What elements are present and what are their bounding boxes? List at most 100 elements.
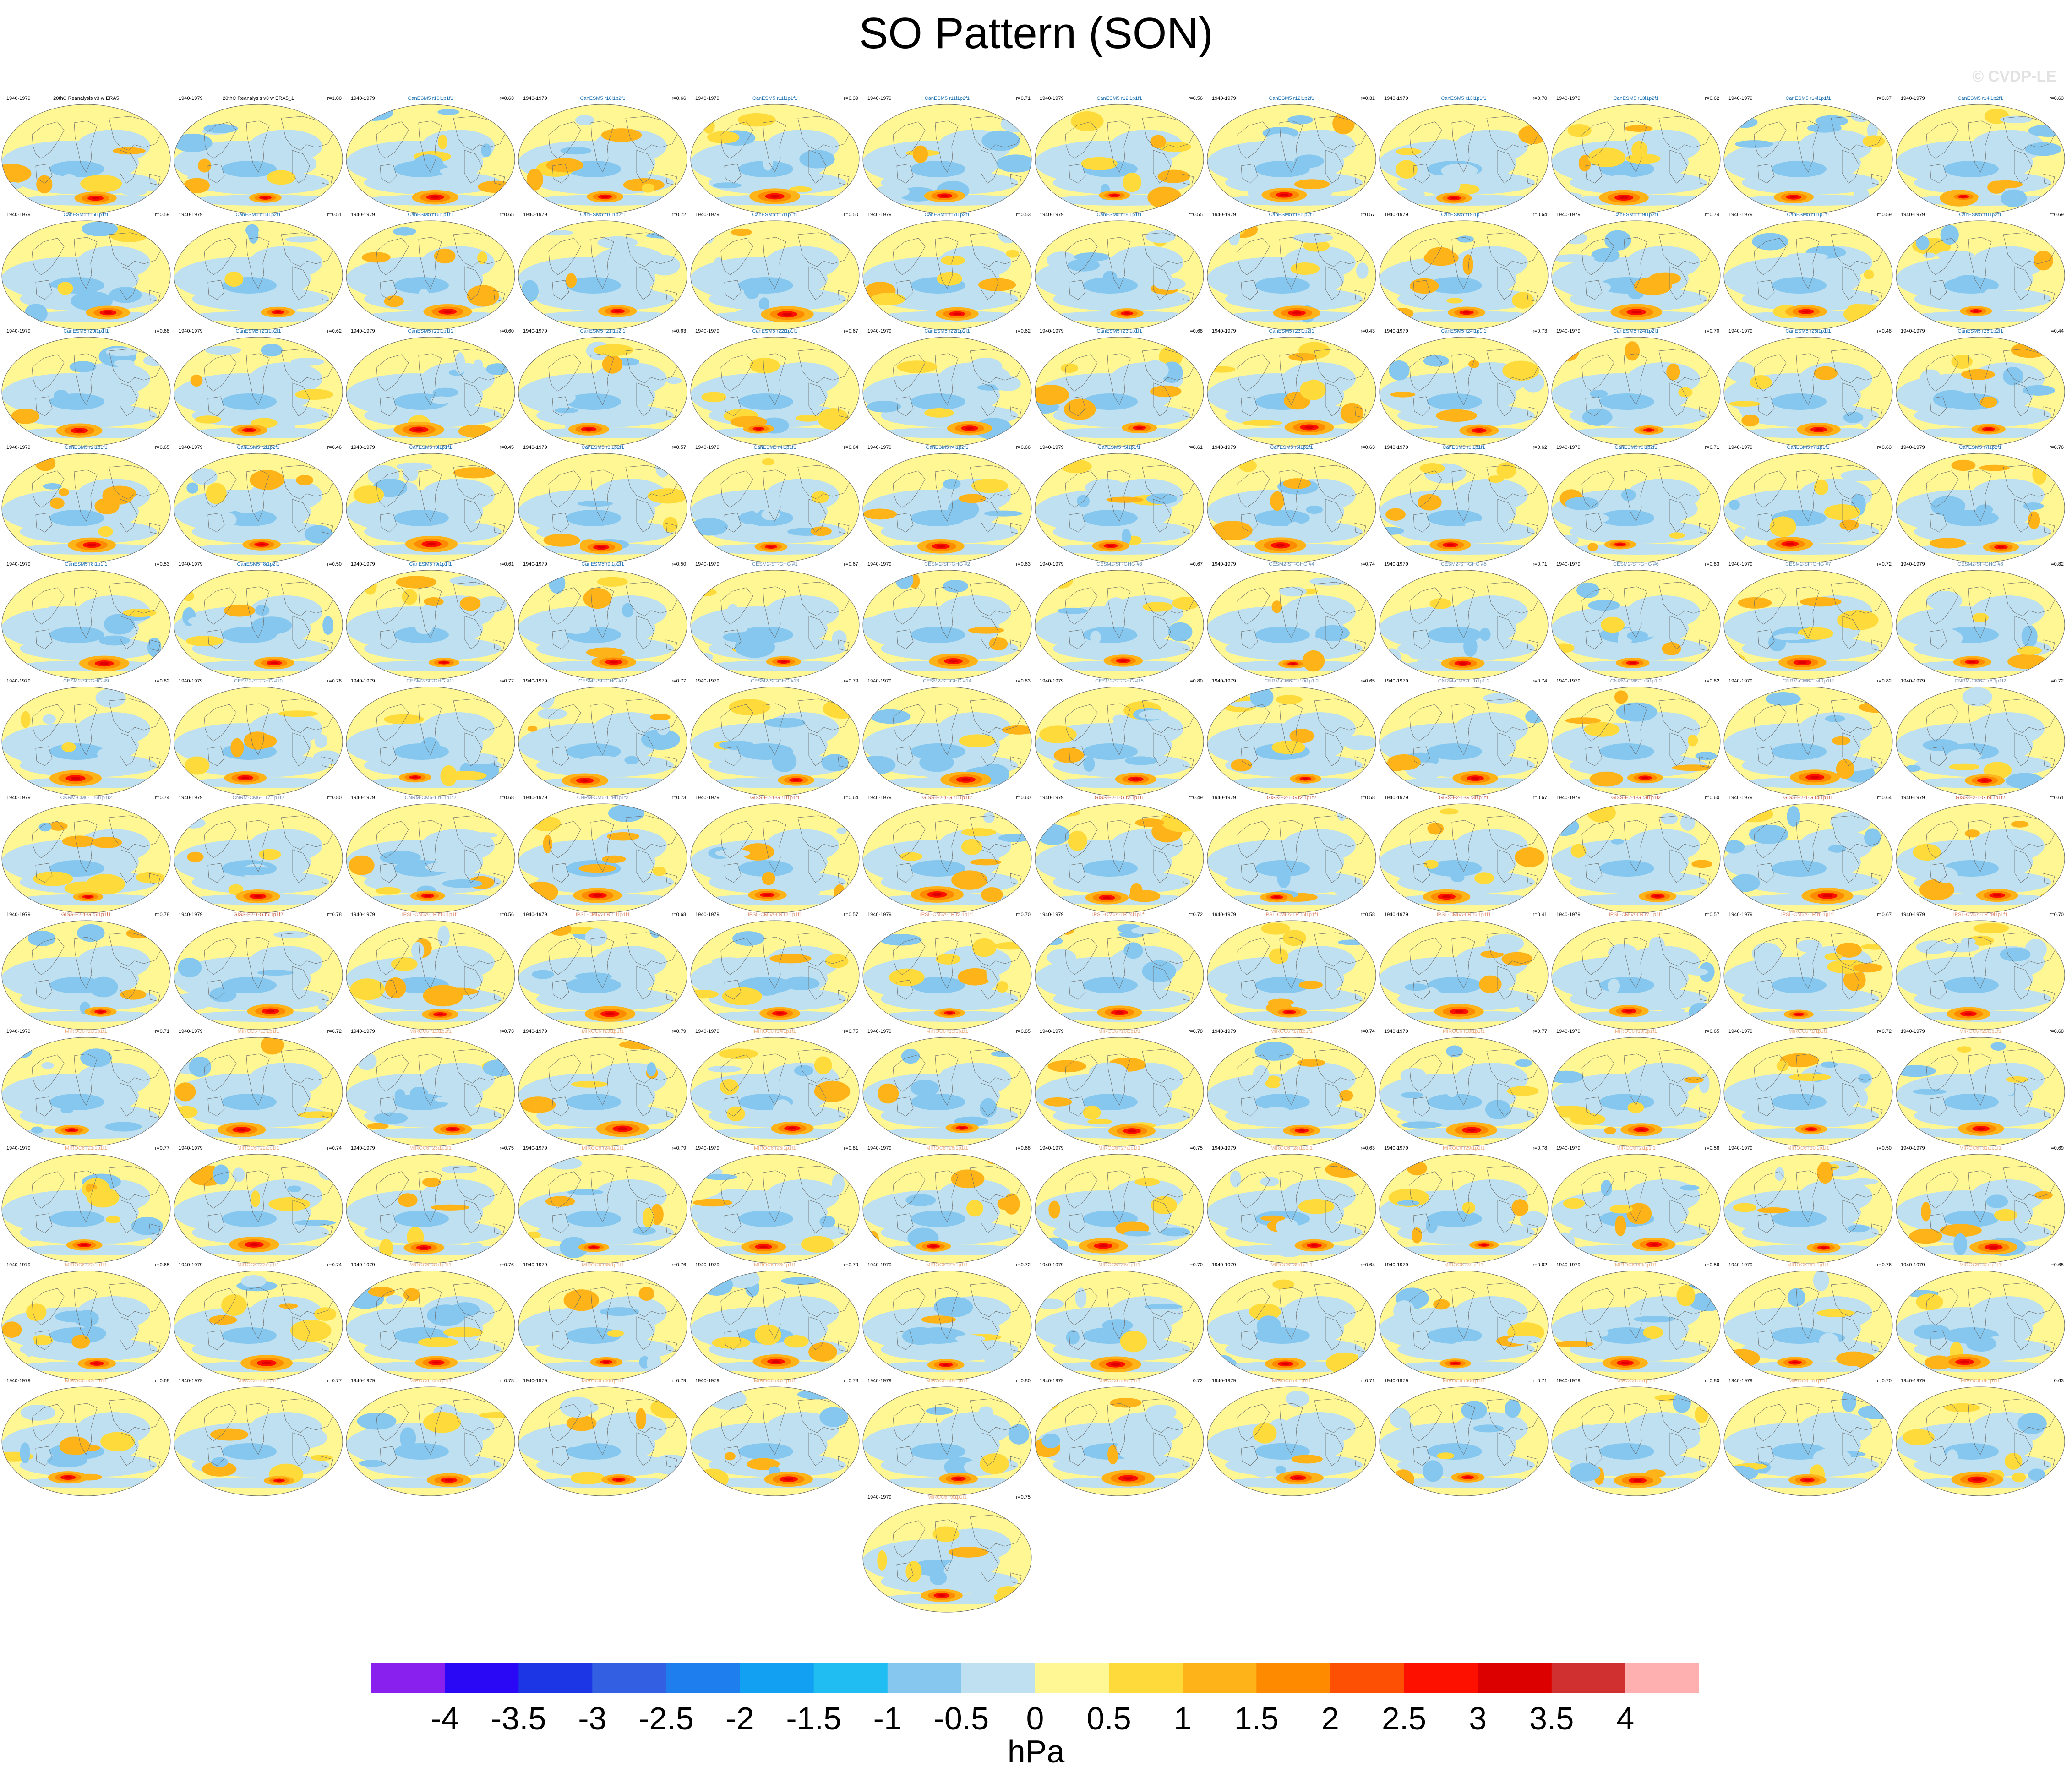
panel-title: CanESM5 r11i1p2f1 bbox=[924, 96, 970, 101]
panel-title: CNRM-CM6-1 r7i1p1f2 bbox=[232, 795, 284, 801]
map-panel: 1940-1979 CanESM5 r17i1p1f1 r=0.50 bbox=[689, 212, 861, 332]
panel-title: MIROC6 r27i1p1f1 bbox=[1098, 1145, 1140, 1151]
map-panel: 1940-1979 CanESM5 r23i1p2f1 r=0.43 bbox=[1205, 328, 1378, 448]
pattern-map bbox=[346, 337, 515, 447]
panel-correlation: r=0.59 bbox=[155, 212, 170, 218]
panel-correlation: r=0.66 bbox=[1016, 445, 1031, 450]
pattern-map bbox=[862, 453, 1032, 563]
panel-title: GISS-E2-1-G r4i1p1f2 bbox=[1955, 795, 2006, 801]
panel-period: 1940-1979 bbox=[351, 678, 375, 684]
panel-title: MIROC6 r31i1p1f1 bbox=[1959, 1145, 2001, 1151]
panel-period: 1940-1979 bbox=[1384, 1145, 1408, 1151]
panel-title: CanESM5 r23i1p2f1 bbox=[1269, 328, 1314, 334]
map-panel: 1940-1979 CanESM5 r8i1p2f1 r=0.50 bbox=[172, 561, 344, 681]
panel-period: 1940-1979 bbox=[179, 1029, 203, 1034]
panel-title: CESM2-SF-GHG #10 bbox=[234, 678, 283, 684]
panel-correlation: r=0.39 bbox=[844, 96, 859, 101]
pattern-map bbox=[1551, 803, 1721, 913]
map-panel: 1940-1979 CanESM5 r25i1p1f1 r=0.48 bbox=[1722, 328, 1894, 448]
pattern-map bbox=[1896, 1154, 2065, 1264]
panel-period: 1940-1979 bbox=[179, 912, 203, 917]
map-panel: 1940-1979 CNRM-CM6-1 r3i1p1f2 r=0.82 bbox=[1550, 678, 1722, 798]
panel-correlation: r=0.68 bbox=[1016, 1145, 1031, 1151]
panel-title: GISS-E2-1-G r5i1p1f1 bbox=[61, 912, 111, 917]
map-panel: 1940-1979 CNRM-CM6-1 r7i1p1f2 r=0.80 bbox=[172, 795, 344, 915]
panel-correlation: r=0.72 bbox=[1877, 1029, 1892, 1034]
pattern-map bbox=[1723, 1037, 1893, 1147]
pattern-map bbox=[1551, 1154, 1721, 1264]
pattern-map bbox=[1896, 1386, 2065, 1496]
panel-correlation: r=0.60 bbox=[1016, 795, 1031, 801]
panel-title: CNRM-CM6-1 r5i1p1f2 bbox=[1954, 678, 2007, 684]
map-panel: 1940-1979 CESM2-SF-GHG #10 r=0.78 bbox=[172, 678, 344, 798]
panel-period: 1940-1979 bbox=[523, 328, 547, 334]
pattern-map bbox=[174, 1037, 343, 1147]
pattern-map bbox=[1723, 687, 1893, 796]
map-panel: 1940-1979 CanESM5 r16i1p2f1 r=0.72 bbox=[517, 212, 689, 332]
map-panel: 1940-1979 CanESM5 r21i1p1f1 r=0.60 bbox=[344, 328, 517, 448]
pattern-map bbox=[1551, 453, 1721, 563]
panel-correlation: r=0.85 bbox=[1016, 1029, 1031, 1034]
panel-period: 1940-1979 bbox=[1728, 1262, 1753, 1268]
panel-period: 1940-1979 bbox=[523, 1145, 547, 1151]
colorbar-segment bbox=[1478, 1663, 1552, 1693]
map-panel: 1940-1979 MIROC6 r27i1p1f1 r=0.75 bbox=[1033, 1145, 1205, 1265]
panel-correlation: r=0.58 bbox=[1360, 795, 1375, 801]
panel-correlation: r=0.73 bbox=[1532, 328, 1548, 334]
map-panel: 1940-1979 MIROC6 r8i1p1f1 r=0.63 bbox=[1894, 1378, 2067, 1498]
panel-period: 1940-1979 bbox=[179, 562, 203, 567]
panel-title: MIROC6 r43i1p1f1 bbox=[65, 1378, 107, 1384]
map-panel: 1940-1979 CNRM-CM6-1 r10i1p1f2 r=0.65 bbox=[1205, 678, 1378, 798]
panel-period: 1940-1979 bbox=[867, 445, 892, 450]
panel-correlation: r=0.82 bbox=[1877, 678, 1892, 684]
panel-period: 1940-1979 bbox=[1901, 212, 1925, 218]
panel-correlation: r=0.63 bbox=[499, 96, 514, 101]
pattern-map bbox=[1035, 1386, 1204, 1496]
panel-period: 1940-1979 bbox=[695, 562, 720, 567]
map-panel: 1940-1979 GISS-E2-1-G r3i1p1f1 r=0.67 bbox=[1378, 795, 1550, 915]
pattern-map bbox=[1035, 570, 1204, 680]
panel-period: 1940-1979 bbox=[1040, 678, 1064, 684]
pattern-map bbox=[1035, 337, 1204, 447]
panel-period: 1940-1979 bbox=[179, 1145, 203, 1151]
map-panel: 1940-1979 20thC Reanalysis v3 w ERA5 bbox=[0, 95, 172, 215]
map-panel: 1940-1979 MIROC6 r38i1p1f1 r=0.70 bbox=[1033, 1262, 1205, 1382]
pattern-map bbox=[1551, 337, 1721, 447]
panel-correlation: r=0.50 bbox=[1877, 1145, 1892, 1151]
panel-correlation: r=0.57 bbox=[1360, 212, 1375, 218]
map-panel: 1940-1979 GISS-E2-1-G r2i1p1f1 r=0.49 bbox=[1033, 795, 1205, 915]
panel-title: MIROC6 r26i1p1f1 bbox=[926, 1145, 968, 1151]
panel-title: CanESM5 r13i1p2f1 bbox=[1613, 96, 1659, 101]
map-panel: 1940-1979 MIROC6 r12i1p1f1 r=0.73 bbox=[344, 1028, 517, 1148]
pattern-map bbox=[1379, 453, 1549, 563]
map-panel: 1940-1979 CanESM5 r14i1p1f1 r=0.37 bbox=[1722, 95, 1894, 215]
panel-period: 1940-1979 bbox=[1040, 562, 1064, 567]
colorbar-segment bbox=[813, 1663, 888, 1693]
colorbar-tick-label: -3.5 bbox=[491, 1701, 546, 1736]
panel-title: MIROC6 r28i1p1f1 bbox=[1270, 1145, 1313, 1151]
map-panel: 1940-1979 CESM2-SF-GHG #1 r=0.67 bbox=[689, 561, 861, 681]
pattern-map bbox=[1379, 1271, 1549, 1380]
panel-period: 1940-1979 bbox=[695, 1378, 720, 1384]
colorbar-tick-label: -2.5 bbox=[638, 1701, 694, 1736]
panel-period: 1940-1979 bbox=[1212, 562, 1236, 567]
panel-title: CanESM5 r14i1p2f1 bbox=[1957, 96, 2003, 101]
colorbar-segment bbox=[518, 1663, 593, 1693]
pattern-map bbox=[1379, 220, 1549, 330]
pattern-map bbox=[174, 1154, 343, 1264]
map-panel: 1940-1979 CNRM-CM6-1 r4i1p1f2 r=0.82 bbox=[1722, 678, 1894, 798]
panel-correlation: r=0.67 bbox=[844, 562, 859, 567]
pattern-map bbox=[1035, 220, 1204, 330]
pattern-map bbox=[1035, 920, 1204, 1030]
map-panel: 1940-1979 MIROC6 r17i1p1f1 r=0.74 bbox=[1205, 1028, 1378, 1148]
panel-period: 1940-1979 bbox=[351, 445, 375, 450]
map-panel: 1940-1979 CESM2-SF-GHG #4 r=0.74 bbox=[1205, 561, 1378, 681]
panel-title: MIROC6 r47i1p1f1 bbox=[754, 1378, 796, 1384]
panel-period: 1940-1979 bbox=[523, 1262, 547, 1268]
panel-period: 1940-1979 bbox=[867, 678, 892, 684]
panel-period: 1940-1979 bbox=[179, 1262, 203, 1268]
panel-title: MIROC6 r9i1p1f1 bbox=[927, 1494, 967, 1500]
map-panel: 1940-1979 CanESM5 r15i1p2f1 r=0.51 bbox=[172, 212, 344, 332]
pattern-map bbox=[518, 337, 687, 447]
map-panel: 1940-1979 MIROC6 r2i1p1f1 r=0.58 bbox=[1550, 1145, 1722, 1265]
